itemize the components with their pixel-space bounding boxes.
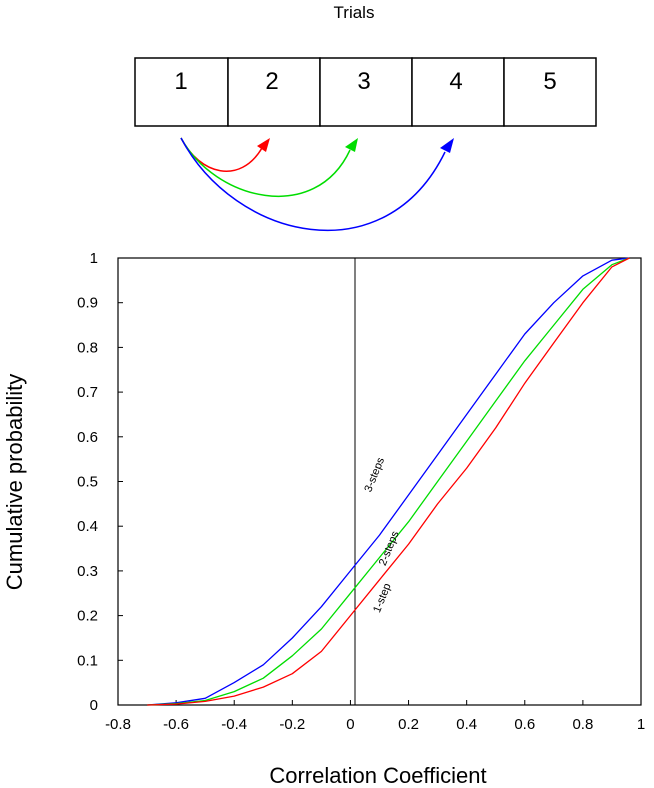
- arrow-1-to-3: [180, 137, 351, 197]
- y-tick-label-8: 0.8: [77, 339, 98, 356]
- trial-box-1: [134, 57, 229, 127]
- x-tick-label-5: 0.2: [398, 716, 419, 733]
- y-axis-label: Cumulative probability: [2, 374, 27, 590]
- x-tick-label-1: -0.6: [163, 716, 189, 733]
- y-axis-ticks: 0 0.1 0.2 0.3 0.4 0.5 0.6 0.7 0.8 0.9 1: [77, 250, 123, 714]
- y-tick-label-9: 0.9: [77, 295, 98, 312]
- arrowhead-1-to-3: [345, 138, 358, 152]
- x-tick-label-0: -0.8: [105, 716, 131, 733]
- trial-box-2: [227, 57, 321, 127]
- y-tick-label-3: 0.3: [77, 563, 98, 580]
- trial-box-5: [503, 57, 597, 127]
- cdf-curve-1-step: [147, 257, 630, 706]
- arrowhead-1-to-4: [440, 138, 454, 153]
- trial-label-4: 4: [449, 68, 462, 95]
- trial-label-3: 3: [357, 68, 370, 95]
- x-tick-label-6: 0.4: [456, 716, 477, 733]
- trial-arrows: [180, 137, 454, 231]
- trial-box-3: [319, 57, 413, 127]
- trials-title: Trials: [334, 3, 375, 22]
- y-tick-label-6: 0.6: [77, 429, 98, 446]
- y-tick-label-7: 0.7: [77, 384, 98, 401]
- cdf-curve-2-steps: [147, 257, 630, 706]
- y-tick-label-5: 0.5: [77, 474, 98, 491]
- curve-label-2-steps: 2-steps: [377, 529, 402, 567]
- x-tick-label-2: -0.4: [221, 716, 247, 733]
- arrow-1-to-4: [180, 137, 446, 231]
- plot-frame: [117, 257, 642, 706]
- cdf-curve-3-steps: [147, 257, 630, 706]
- y-tick-label-2: 0.2: [77, 608, 98, 625]
- trials-diagram: Trials 1 2 3 4 5: [134, 3, 597, 231]
- y-tick-label-10: 1: [90, 250, 98, 267]
- x-axis-ticks: -0.8 -0.6 -0.4 -0.2 0 0.2 0.4 0.6 0.8 1: [105, 700, 645, 733]
- y-tick-label-1: 0.1: [77, 652, 98, 669]
- arrowhead-1-to-2: [257, 138, 270, 152]
- cdf-chart: -0.8 -0.6 -0.4 -0.2 0 0.2 0.4 0.6 0.8 1 0 0.1 0.2 0.…: [2, 250, 645, 788]
- x-tick-label-4: 0: [346, 716, 354, 733]
- x-tick-label-9: 1: [637, 716, 645, 733]
- trial-label-2: 2: [265, 68, 278, 95]
- x-tick-label-3: -0.2: [279, 716, 305, 733]
- x-axis-label: Correlation Coefficient: [269, 763, 486, 788]
- trial-label-1: 1: [174, 68, 187, 95]
- curve-label-3-steps: 3-steps: [362, 455, 387, 493]
- trial-boxes: 1 2 3 4 5: [134, 57, 597, 127]
- y-tick-label-4: 0.4: [77, 518, 98, 535]
- x-tick-label-8: 0.8: [572, 716, 593, 733]
- x-tick-label-7: 0.6: [514, 716, 535, 733]
- y-tick-label-0: 0: [90, 697, 98, 714]
- trial-label-5: 5: [543, 68, 556, 95]
- cdf-curves: [147, 257, 630, 706]
